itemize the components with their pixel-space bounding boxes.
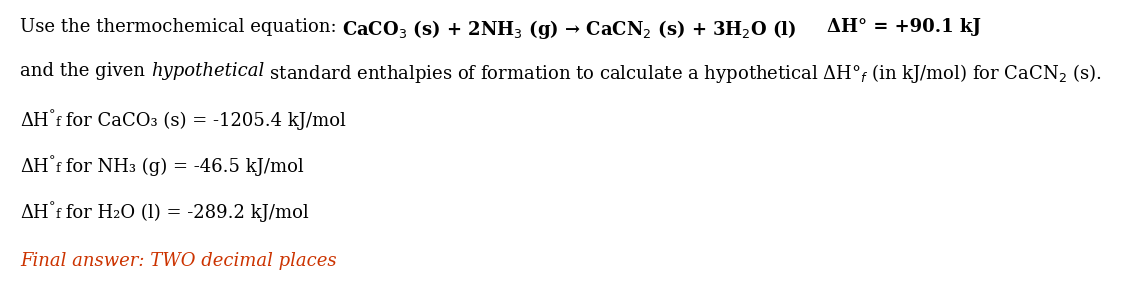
Text: standard enthalpies of formation to calculate a hypothetical ΔH°$_f$ (in kJ/mol): standard enthalpies of formation to calc… <box>264 62 1101 85</box>
Text: °: ° <box>49 201 55 214</box>
Text: hypothetical: hypothetical <box>150 62 264 80</box>
Text: f: f <box>55 116 60 129</box>
Text: Final answer: TWO decimal places: Final answer: TWO decimal places <box>21 252 337 270</box>
Text: for NH₃ (g) = -46.5 kJ/mol: for NH₃ (g) = -46.5 kJ/mol <box>60 158 304 176</box>
Text: °: ° <box>49 155 55 168</box>
Text: ΔH° = +90.1 kJ: ΔH° = +90.1 kJ <box>827 18 981 36</box>
Text: CaCO$_3$ (s) + 2NH$_3$ (g) → CaCN$_2$ (s) + 3H$_2$O (l): CaCO$_3$ (s) + 2NH$_3$ (g) → CaCN$_2$ (s… <box>343 18 796 41</box>
Text: for H₂O (l) = -289.2 kJ/mol: for H₂O (l) = -289.2 kJ/mol <box>60 204 309 222</box>
Text: ΔH: ΔH <box>21 204 49 222</box>
Text: ΔH: ΔH <box>21 112 49 130</box>
Text: f: f <box>55 162 60 175</box>
Text: and the given: and the given <box>21 62 150 80</box>
Text: ΔH: ΔH <box>21 158 49 176</box>
Text: °: ° <box>49 109 55 122</box>
Text: for CaCO₃ (s) = -1205.4 kJ/mol: for CaCO₃ (s) = -1205.4 kJ/mol <box>60 112 346 130</box>
Text: f: f <box>55 208 60 221</box>
Text: Use the thermochemical equation:: Use the thermochemical equation: <box>21 18 343 36</box>
